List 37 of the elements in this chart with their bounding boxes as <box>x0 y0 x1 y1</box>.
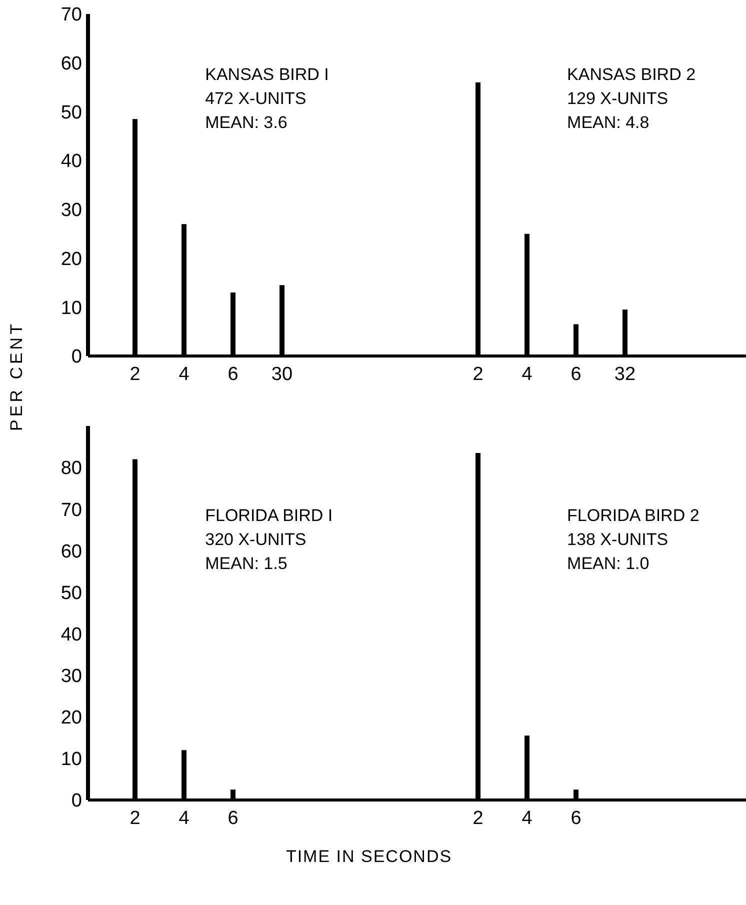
annotation: KANSAS BIRD 2 129 X-UNITS MEAN: 4.8 <box>567 65 696 132</box>
annotation: KANSAS BIRD I 472 X-UNITS MEAN: 3.6 <box>205 65 329 132</box>
x-tick-label: 4 <box>522 808 533 829</box>
x-tick-label: 4 <box>522 364 533 385</box>
y-tick-label: 20 <box>60 708 82 729</box>
y-tick-label: 40 <box>60 624 82 646</box>
x-tick-label: 32 <box>614 364 636 385</box>
x-tick-label: 6 <box>570 364 582 385</box>
x-tick-label: 2 <box>472 808 484 829</box>
y-tick-label: 70 <box>60 4 82 26</box>
y-tick-label: 60 <box>60 54 82 75</box>
x-axis-title: TIME IN SECONDS <box>286 847 452 866</box>
annotation: FLORIDA BIRD 2 138 X-UNITS MEAN: 1.0 <box>567 506 700 573</box>
y-tick-label: 50 <box>60 582 82 604</box>
y-tick-label: 50 <box>60 102 82 124</box>
x-tick-label: 6 <box>570 808 582 829</box>
y-tick-label: 30 <box>60 666 82 687</box>
y-tick-label: 80 <box>60 458 82 480</box>
y-tick-label: 60 <box>60 541 82 562</box>
x-tick-label: 2 <box>472 364 484 385</box>
x-tick-label: 6 <box>228 808 238 829</box>
y-axis-title: PER CENT <box>7 321 26 431</box>
x-tick-label: 4 <box>178 808 190 829</box>
y-tick-label: 10 <box>60 298 82 319</box>
x-tick-label: 6 <box>228 364 238 385</box>
x-tick-label: 4 <box>178 364 190 385</box>
y-tick-label: 10 <box>60 749 82 770</box>
x-tick-label: 2 <box>130 364 140 385</box>
annotation: FLORIDA BIRD I 320 X-UNITS MEAN: 1.5 <box>205 506 333 573</box>
y-tick-label: 70 <box>60 500 82 521</box>
x-tick-label: 2 <box>130 808 140 829</box>
y-tick-label: 30 <box>60 200 82 222</box>
x-tick-label: 30 <box>271 364 293 385</box>
y-tick-label: 0 <box>71 346 82 368</box>
y-tick-label: 20 <box>60 248 82 270</box>
y-tick-label: 0 <box>71 790 82 812</box>
y-tick-label: 40 <box>60 151 82 172</box>
